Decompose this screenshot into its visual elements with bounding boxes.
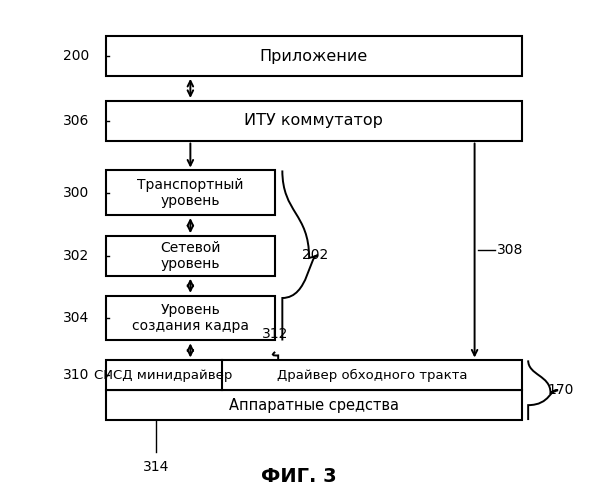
Text: ФИГ. 3: ФИГ. 3 — [261, 466, 337, 485]
Text: 308: 308 — [497, 244, 524, 258]
Text: СИСД минидрайвер: СИСД минидрайвер — [94, 369, 233, 382]
Text: 304: 304 — [63, 311, 90, 325]
Bar — [106, 236, 275, 276]
Bar — [106, 36, 522, 76]
Text: 306: 306 — [63, 114, 90, 128]
Text: Драйвер обходного тракта: Драйвер обходного тракта — [277, 369, 467, 382]
Text: Уровень
создания кадра: Уровень создания кадра — [132, 303, 249, 333]
Text: 170: 170 — [548, 383, 574, 397]
Text: 312: 312 — [262, 327, 288, 341]
Bar — [106, 296, 275, 341]
Text: 310: 310 — [63, 368, 90, 382]
Bar — [106, 390, 522, 420]
Text: 302: 302 — [63, 249, 90, 263]
Bar — [106, 360, 522, 390]
Text: 300: 300 — [63, 186, 90, 200]
Text: Аппаратные средства: Аппаратные средства — [229, 398, 399, 412]
Bar — [106, 101, 522, 140]
Text: Сетевой
уровень: Сетевой уровень — [160, 241, 221, 271]
Text: Транспортный
уровень: Транспортный уровень — [137, 178, 243, 208]
Text: ИТУ коммутатор: ИТУ коммутатор — [245, 113, 383, 128]
Text: 202: 202 — [302, 248, 328, 262]
Text: 200: 200 — [63, 49, 90, 63]
Bar — [106, 170, 275, 215]
Text: 314: 314 — [143, 460, 169, 474]
Text: Приложение: Приложение — [260, 48, 368, 64]
